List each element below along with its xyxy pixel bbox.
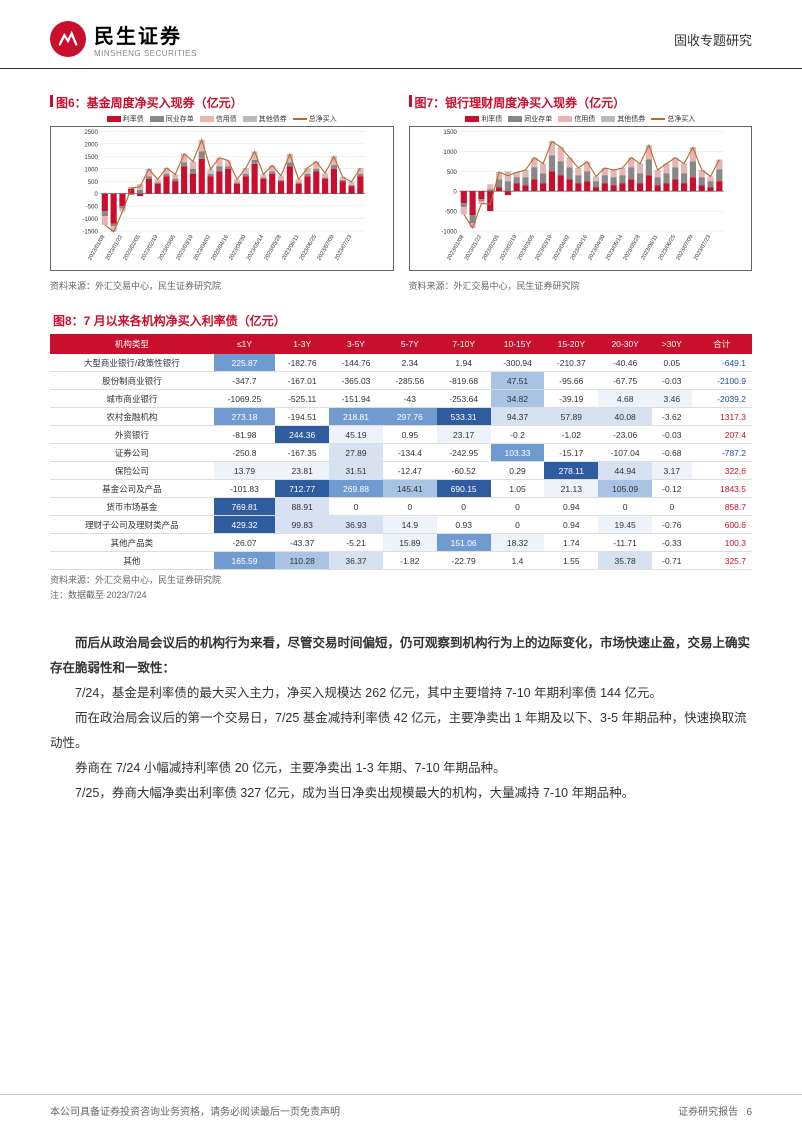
svg-text:-500: -500 bbox=[86, 205, 99, 211]
page-number: 6 bbox=[746, 1107, 752, 1118]
table8-source: 资料来源：外汇交易中心，民生证券研究院 bbox=[50, 573, 752, 586]
svg-text:2023/07/23: 2023/07/23 bbox=[692, 234, 711, 261]
chart6-source: 资料来源：外汇交易中心，民生证券研究院 bbox=[50, 279, 394, 292]
chart7-source: 资料来源：外汇交易中心，民生证券研究院 bbox=[409, 279, 753, 292]
header-category: 固收专题研究 bbox=[674, 30, 752, 49]
table8-note: 注：数据截至 2023/7/24 bbox=[50, 588, 752, 601]
page-footer: 本公司具备证券投资咨询业务资格，请务必阅读最后一页免责声明 证券研究报告 6 bbox=[0, 1094, 802, 1118]
svg-text:2023/05/28: 2023/05/28 bbox=[264, 234, 283, 261]
logo-icon bbox=[50, 21, 86, 57]
svg-text:2023/01/22: 2023/01/22 bbox=[105, 234, 124, 261]
svg-text:2023/06/25: 2023/06/25 bbox=[299, 234, 318, 261]
svg-text:2023/05/28: 2023/05/28 bbox=[622, 234, 641, 261]
table-8-block: 图8：7 月以来各机构净买入利率债（亿元） 机构类型≤1Y1-3Y3-5Y5-7… bbox=[50, 312, 752, 601]
svg-text:2023/04/30: 2023/04/30 bbox=[228, 234, 247, 261]
chart7-legend: 利率债同业存单信用债其他债券总净买入 bbox=[409, 114, 753, 124]
svg-text:-1000: -1000 bbox=[441, 230, 457, 236]
svg-text:2023/02/05: 2023/02/05 bbox=[481, 234, 500, 261]
svg-text:0: 0 bbox=[94, 192, 98, 198]
svg-text:2023/01/08: 2023/01/08 bbox=[446, 234, 465, 261]
svg-text:-1000: -1000 bbox=[82, 217, 98, 223]
svg-text:2023/04/16: 2023/04/16 bbox=[569, 234, 588, 261]
body-p2: 而在政治局会议后的第一个交易日，7/25 基金减持利率债 42 亿元，主要净卖出… bbox=[50, 706, 752, 756]
svg-text:0: 0 bbox=[453, 190, 457, 196]
chart-7: 图7：银行理财周度净买入现券（亿元） 利率债同业存单信用债其他债券总净买入 -1… bbox=[409, 94, 753, 292]
svg-text:2023/06/11: 2023/06/11 bbox=[640, 234, 659, 261]
svg-text:-1500: -1500 bbox=[82, 230, 98, 236]
logo-text-cn: 民生证券 bbox=[94, 20, 197, 49]
logo-text-en: MINSHENG SECURITIES bbox=[94, 49, 197, 58]
chart6-title: 图6：基金周度净买入现券（亿元） bbox=[56, 94, 243, 111]
chart7-svg: -1000 -500 0 500 1000 1500 2023/01/082023/01/2… bbox=[409, 126, 753, 271]
svg-text:2023/03/19: 2023/03/19 bbox=[534, 234, 553, 261]
body-text: 而后从政治局会议后的机构行为来看，尽管交易时间偏短，仍可观察到机构行为上的边际变… bbox=[50, 631, 752, 806]
table8-title: 图8：7 月以来各机构净买入利率债（亿元） bbox=[53, 312, 286, 329]
svg-text:2023/04/02: 2023/04/02 bbox=[552, 234, 571, 261]
svg-text:2023/06/25: 2023/06/25 bbox=[657, 234, 676, 261]
svg-text:2023/05/14: 2023/05/14 bbox=[604, 234, 623, 261]
svg-text:500: 500 bbox=[88, 180, 99, 186]
svg-text:2023/04/16: 2023/04/16 bbox=[211, 234, 230, 261]
body-p4: 7/25，券商大幅净卖出利率债 327 亿元，成为当日净卖出规模最大的机构，大量… bbox=[50, 781, 752, 806]
footer-disclaimer: 本公司具备证券投资咨询业务资格，请务必阅读最后一页免责声明 bbox=[50, 1103, 340, 1118]
page-header: 民生证券 MINSHENG SECURITIES 固收专题研究 bbox=[0, 0, 802, 69]
svg-text:2023/01/08: 2023/01/08 bbox=[87, 234, 106, 261]
svg-text:2023/02/05: 2023/02/05 bbox=[123, 234, 142, 261]
svg-text:2023/03/05: 2023/03/05 bbox=[158, 234, 177, 261]
footer-label: 证券研究报告 bbox=[678, 1107, 738, 1118]
svg-text:500: 500 bbox=[446, 170, 457, 176]
body-p1: 7/24，基金是利率债的最大买入主力，净买入规模达 262 亿元，其中主要增持 … bbox=[50, 681, 752, 706]
svg-text:2023/07/23: 2023/07/23 bbox=[334, 234, 353, 261]
svg-text:2023/06/11: 2023/06/11 bbox=[281, 234, 300, 261]
svg-text:2023/02/19: 2023/02/19 bbox=[140, 234, 159, 261]
svg-text:1000: 1000 bbox=[84, 167, 98, 173]
svg-text:-500: -500 bbox=[444, 210, 457, 216]
logo-block: 民生证券 MINSHENG SECURITIES bbox=[50, 20, 197, 58]
svg-text:2023/04/30: 2023/04/30 bbox=[587, 234, 606, 261]
svg-text:2023/07/09: 2023/07/09 bbox=[316, 234, 335, 261]
svg-text:2000: 2000 bbox=[84, 142, 98, 148]
body-p3: 券商在 7/24 小幅减持利率债 20 亿元，主要净卖出 1-3 年期、7-10… bbox=[50, 756, 752, 781]
svg-text:2023/07/09: 2023/07/09 bbox=[675, 234, 694, 261]
chart6-svg: -1500 -1000 -500 0 500 1000 1500 2000 2500 2023/0… bbox=[50, 126, 394, 271]
svg-text:2023/01/22: 2023/01/22 bbox=[463, 234, 482, 261]
chart6-legend: 利率债同业存单信用债其他债券总净买入 bbox=[50, 114, 394, 124]
svg-text:1000: 1000 bbox=[443, 150, 457, 156]
svg-text:2023/05/14: 2023/05/14 bbox=[246, 234, 265, 261]
table8: 机构类型≤1Y1-3Y3-5Y5-7Y7-10Y10-15Y15-20Y20-3… bbox=[50, 334, 752, 570]
body-p0: 而后从政治局会议后的机构行为来看，尽管交易时间偏短，仍可观察到机构行为上的边际变… bbox=[50, 631, 752, 681]
svg-text:2023/03/05: 2023/03/05 bbox=[516, 234, 535, 261]
chart-6: 图6：基金周度净买入现券（亿元） 利率债同业存单信用债其他债券总净买入 -150… bbox=[50, 94, 394, 292]
svg-text:2023/03/19: 2023/03/19 bbox=[175, 234, 194, 261]
svg-text:1500: 1500 bbox=[84, 155, 98, 161]
svg-text:2500: 2500 bbox=[84, 130, 98, 136]
svg-text:1500: 1500 bbox=[443, 130, 457, 136]
svg-text:2023/02/19: 2023/02/19 bbox=[499, 234, 518, 261]
svg-text:2023/04/02: 2023/04/02 bbox=[193, 234, 212, 261]
chart7-title: 图7：银行理财周度净买入现券（亿元） bbox=[415, 94, 626, 111]
